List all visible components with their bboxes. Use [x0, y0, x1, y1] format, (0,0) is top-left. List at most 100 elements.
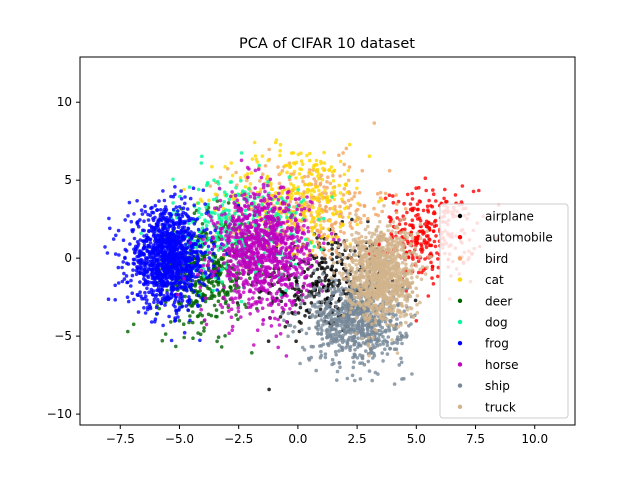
data-point — [261, 322, 265, 326]
data-point — [251, 251, 255, 256]
data-point — [403, 222, 408, 226]
data-point — [346, 178, 351, 183]
data-point — [312, 216, 316, 221]
data-point — [136, 266, 140, 271]
data-point — [324, 237, 329, 241]
data-point — [199, 307, 203, 312]
data-point — [342, 172, 347, 177]
data-point — [283, 230, 288, 234]
data-point — [288, 200, 293, 204]
data-point — [281, 209, 286, 214]
data-point — [224, 230, 229, 234]
data-point — [182, 254, 186, 258]
data-point — [275, 201, 279, 205]
data-point — [337, 238, 341, 242]
data-point — [404, 335, 409, 339]
data-point — [327, 248, 332, 253]
data-point — [211, 288, 216, 293]
data-point — [166, 236, 170, 240]
data-point — [194, 245, 199, 250]
data-point — [332, 169, 337, 173]
data-point — [183, 201, 187, 206]
data-point — [278, 186, 283, 190]
data-point — [315, 169, 319, 174]
data-point — [356, 201, 360, 206]
data-point — [196, 201, 201, 205]
data-point — [370, 378, 375, 383]
data-point — [427, 238, 432, 242]
data-point — [253, 228, 257, 233]
data-point — [346, 329, 351, 334]
data-point — [244, 254, 249, 259]
data-point — [378, 190, 383, 195]
data-point — [260, 259, 264, 264]
data-point — [314, 260, 319, 264]
data-point — [445, 199, 449, 204]
data-point — [107, 216, 111, 221]
data-point — [183, 294, 187, 299]
data-point — [249, 269, 253, 274]
data-point — [366, 219, 370, 224]
data-point — [312, 285, 317, 290]
data-point — [268, 258, 273, 263]
data-point — [385, 343, 390, 348]
data-point — [347, 165, 352, 169]
data-point — [277, 206, 282, 211]
data-point — [267, 387, 271, 392]
data-point — [414, 239, 419, 244]
data-point — [399, 360, 404, 365]
data-point — [289, 190, 294, 195]
data-point — [147, 228, 151, 233]
data-point — [344, 146, 349, 151]
data-point — [145, 238, 149, 242]
data-point — [122, 271, 126, 276]
data-point — [234, 170, 238, 175]
data-point — [248, 182, 253, 186]
data-point — [130, 229, 135, 234]
data-point — [314, 180, 318, 184]
data-point — [307, 248, 312, 253]
data-point — [400, 341, 404, 346]
data-point — [167, 259, 172, 264]
data-point — [294, 211, 298, 215]
data-point — [158, 215, 162, 220]
data-point — [313, 253, 318, 258]
data-point — [259, 175, 264, 180]
data-point — [319, 173, 324, 178]
data-point — [302, 281, 307, 286]
data-point — [265, 232, 270, 237]
data-point — [227, 331, 231, 336]
data-point — [230, 279, 235, 284]
data-point — [231, 227, 236, 232]
data-point — [377, 199, 381, 204]
data-point — [294, 160, 299, 165]
data-point — [308, 199, 313, 204]
data-point — [183, 195, 187, 199]
data-point — [268, 177, 273, 182]
data-point — [317, 217, 321, 222]
data-point — [311, 205, 315, 210]
data-point — [225, 238, 229, 243]
data-point — [131, 322, 136, 327]
data-point — [192, 301, 196, 305]
data-point — [274, 191, 278, 195]
data-point — [215, 339, 219, 344]
data-point — [161, 226, 166, 231]
data-point — [287, 266, 292, 271]
data-point — [332, 308, 336, 313]
data-point — [377, 319, 381, 323]
data-point — [394, 193, 398, 197]
data-point — [308, 257, 313, 262]
data-point — [405, 210, 409, 215]
data-point — [307, 170, 311, 175]
data-point — [429, 243, 434, 248]
data-point — [304, 331, 309, 336]
data-point — [183, 261, 188, 266]
data-point — [190, 265, 194, 270]
data-point — [338, 316, 342, 320]
data-point — [125, 280, 130, 285]
data-point — [164, 239, 168, 244]
data-point — [224, 208, 228, 212]
data-point — [274, 334, 279, 339]
data-point — [317, 172, 321, 176]
